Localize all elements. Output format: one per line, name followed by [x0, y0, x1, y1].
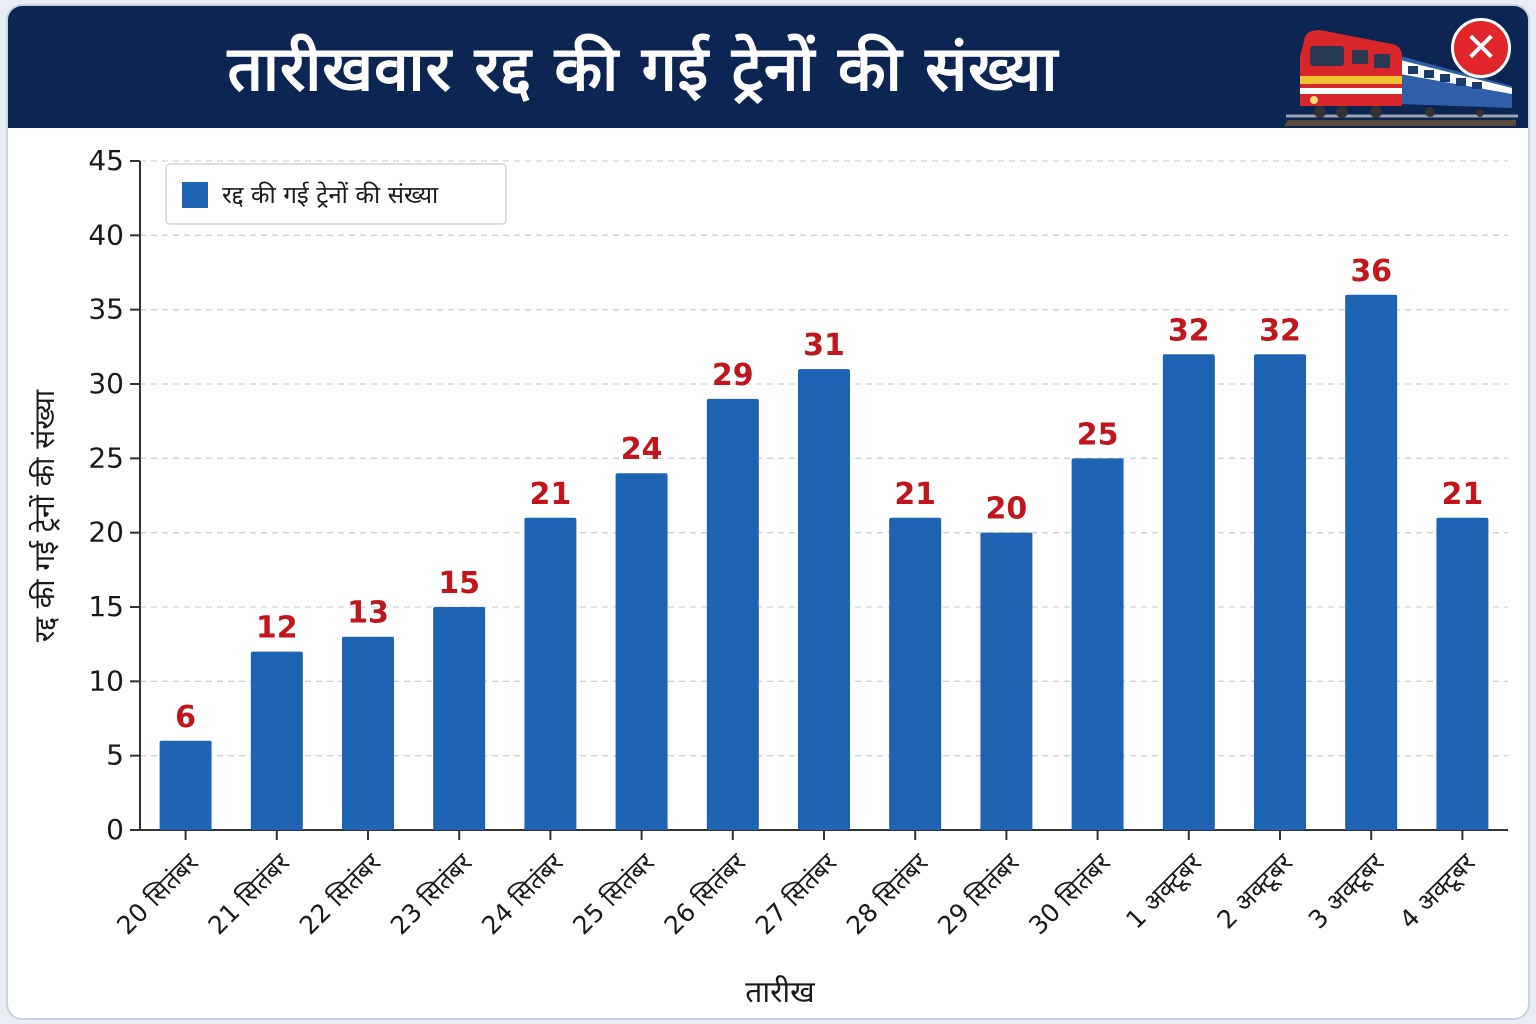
bar [706, 398, 759, 830]
bar-value-label: 24 [621, 432, 663, 467]
bar-value-label: 6 [175, 700, 196, 735]
legend-label: रद्द की गई ट्रेनों की संख्या [222, 181, 439, 209]
bar [798, 369, 850, 830]
close-icon[interactable]: ✕ [1451, 18, 1511, 78]
x-tick-label: 1 अक्टूबर [1120, 847, 1208, 935]
bar [342, 636, 394, 830]
header-bar: तारीखवार रद्द की गई ट्रेनों की संख्या [8, 6, 1528, 128]
bar [159, 740, 212, 830]
x-tick-label: 27 सितंबर [750, 847, 843, 940]
bar [1345, 294, 1398, 830]
bar [433, 607, 486, 830]
y-axis-label: रद्द की गई ट्रेनों की संख्या [28, 389, 61, 642]
page-title: तारीखवार रद्द की गई ट्रेनों की संख्या [227, 32, 1059, 105]
bars [159, 294, 1489, 830]
bar [250, 651, 303, 830]
y-tick-label: 40 [88, 218, 124, 251]
bar [1436, 517, 1489, 830]
y-tick-label: 0 [106, 813, 124, 846]
bar-value-label: 29 [712, 358, 754, 393]
chart-card: तारीखवार रद्द की गई ट्रेनों की संख्या [8, 6, 1528, 1018]
legend: रद्द की गई ट्रेनों की संख्या [165, 163, 507, 225]
x-tick-label: 25 सितंबर [567, 847, 660, 940]
bar [1254, 354, 1306, 830]
bar [889, 517, 942, 830]
bar-value-label: 36 [1350, 254, 1392, 289]
bar-value-label: 32 [1168, 313, 1210, 348]
bar-value-label: 15 [438, 566, 480, 601]
bar-value-label: 25 [1077, 417, 1119, 452]
y-tick-label: 15 [88, 590, 124, 623]
x-tick-label: 26 सितंबर [658, 847, 751, 940]
x-tick-label: 4 अक्टूबर [1394, 847, 1482, 935]
bar-value-label: 31 [803, 328, 845, 363]
y-tick-label: 30 [88, 367, 124, 400]
x-tick-label: 29 सितंबर [932, 847, 1025, 940]
y-tick-label: 20 [88, 516, 124, 549]
train-icon [1284, 30, 1518, 126]
legend-box [165, 163, 507, 225]
bar-value-label: 21 [894, 477, 936, 512]
y-tick-label: 35 [88, 293, 124, 326]
bar-value-label: 21 [1442, 477, 1484, 512]
bar [1071, 458, 1124, 830]
bar [1162, 354, 1215, 830]
x-tick-label: 24 सितंबर [476, 847, 569, 940]
x-tick-label: 2 अक्टूबर [1211, 847, 1299, 935]
legend-swatch [182, 182, 208, 208]
bar-value-label: 32 [1259, 313, 1301, 348]
bar-value-label: 20 [986, 492, 1028, 527]
bar-value-label: 12 [256, 611, 298, 646]
y-tick-label: 5 [106, 739, 124, 772]
bar-value-label: 13 [347, 596, 389, 631]
x-axis-label: तारीख [745, 975, 815, 1010]
y-tick-label: 10 [88, 664, 124, 697]
bar [980, 532, 1033, 830]
x-tick-label: 23 सितंबर [385, 847, 478, 940]
y-tick-label: 25 [88, 441, 124, 474]
x-tick-label: 22 सितंबर [294, 847, 387, 940]
bar [524, 517, 577, 830]
x-tick-label: 20 सितंबर [111, 847, 204, 940]
x-tick-label: 21 सितंबर [202, 847, 295, 940]
bar-value-label: 21 [530, 477, 572, 512]
value-labels: 6 12 13 15 21 24 29 31 21 20 25 32 32 36 21 [175, 254, 1483, 735]
x-tick-label: 3 अक्टूबर [1303, 847, 1391, 935]
y-tick-label: 45 [88, 144, 124, 177]
x-tick-label: 28 सितंबर [841, 847, 934, 940]
bar [615, 473, 668, 830]
x-tick-label: 30 सितंबर [1023, 847, 1116, 940]
